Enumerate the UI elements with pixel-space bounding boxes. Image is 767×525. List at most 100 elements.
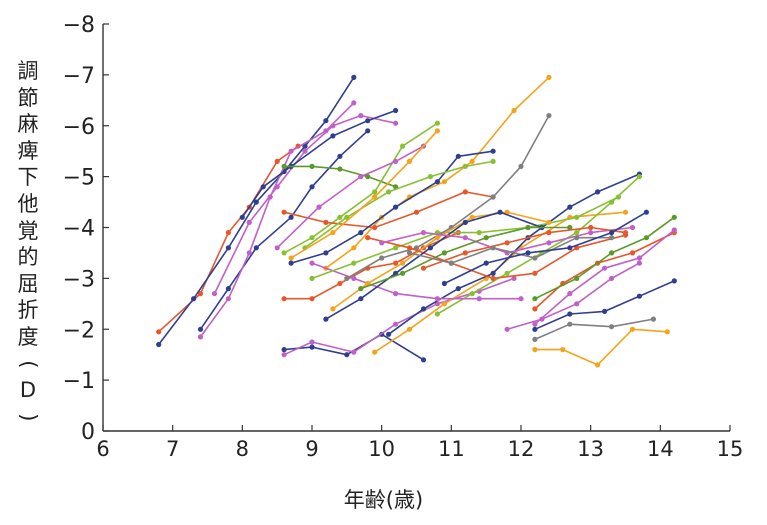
data-point: [420, 357, 427, 363]
series-line: [534, 318, 654, 341]
y-axis-label-char: 覚: [17, 218, 39, 243]
data-point: [351, 260, 357, 266]
data-point: [302, 148, 308, 154]
data-point: [420, 306, 427, 312]
data-point: [400, 270, 406, 276]
y-tick-label: −8: [63, 13, 95, 38]
data-point: [246, 250, 252, 256]
data-point: [260, 184, 266, 190]
data-point: [434, 235, 440, 241]
data-point: [309, 344, 315, 350]
series-37: [406, 235, 615, 266]
data-point: [372, 224, 378, 231]
series-line: [284, 333, 424, 361]
data-point: [532, 347, 538, 353]
data-point: [358, 296, 364, 302]
data-point: [602, 308, 608, 314]
x-tick-label: 13: [577, 437, 604, 461]
data-point: [400, 260, 406, 266]
data-point: [490, 194, 496, 200]
data-point: [546, 74, 552, 80]
data-point: [574, 230, 580, 236]
series-layer: [156, 74, 677, 368]
data-point: [281, 209, 287, 215]
x-tick-label: 15: [717, 437, 744, 461]
data-point: [316, 204, 322, 210]
data-point: [441, 280, 447, 287]
data-point: [344, 275, 350, 281]
data-point: [211, 291, 218, 297]
data-point: [525, 224, 531, 231]
data-point: [309, 260, 315, 266]
data-point: [274, 158, 280, 164]
y-axis-label-char: ): [16, 412, 41, 422]
data-point: [518, 163, 524, 169]
data-point: [156, 329, 162, 335]
data-point: [602, 265, 608, 271]
data-point: [365, 174, 371, 180]
series-20: [532, 326, 670, 368]
data-point: [393, 107, 399, 114]
data-point: [546, 113, 552, 119]
data-point: [288, 255, 294, 261]
data-point: [469, 214, 475, 220]
series-line: [534, 328, 668, 366]
x-tick-label: 7: [166, 437, 179, 461]
series-22: [504, 260, 643, 332]
data-point: [358, 230, 364, 236]
data-point: [197, 326, 204, 332]
data-point: [358, 286, 364, 292]
data-point: [455, 153, 461, 159]
data-point: [337, 214, 343, 220]
data-point: [441, 301, 447, 307]
y-tick-label: −5: [63, 166, 95, 191]
data-point: [225, 286, 231, 292]
data-point: [511, 275, 517, 281]
data-point: [288, 214, 294, 220]
series-28: [330, 209, 552, 312]
data-point: [281, 163, 287, 169]
data-point: [386, 189, 392, 195]
data-point: [469, 158, 475, 164]
data-point: [302, 143, 308, 149]
data-point: [490, 270, 496, 276]
data-point: [288, 260, 294, 266]
y-axis-label-char: 他: [17, 191, 39, 216]
x-tick-label: 9: [305, 437, 318, 461]
data-point: [643, 235, 650, 241]
data-point: [288, 148, 294, 154]
data-point: [323, 250, 329, 256]
series-23: [281, 189, 496, 231]
series-line: [304, 160, 494, 249]
data-point: [497, 209, 503, 215]
data-point: [406, 250, 413, 256]
series-6: [239, 107, 399, 220]
data-point: [351, 100, 357, 106]
data-point: [532, 336, 538, 342]
data-point: [615, 194, 622, 200]
data-point: [483, 235, 489, 241]
data-point: [671, 278, 677, 284]
series-34: [274, 143, 427, 251]
data-point: [483, 260, 489, 266]
y-axis-label-char: 的: [17, 245, 39, 270]
data-point: [393, 245, 399, 251]
data-point: [323, 128, 329, 134]
data-point: [622, 209, 629, 215]
series-8: [281, 120, 440, 256]
data-point: [490, 158, 496, 164]
data-point: [441, 250, 447, 256]
data-point: [462, 163, 468, 169]
series-26: [309, 194, 622, 281]
data-point: [511, 107, 517, 114]
data-point: [595, 362, 601, 368]
data-point: [274, 245, 280, 251]
data-point: [462, 235, 468, 241]
data-point: [323, 219, 329, 225]
data-point: [574, 235, 580, 241]
y-axis-label-char: 節: [17, 85, 39, 110]
data-point: [671, 227, 677, 233]
data-point: [490, 148, 496, 154]
data-point: [393, 204, 399, 210]
